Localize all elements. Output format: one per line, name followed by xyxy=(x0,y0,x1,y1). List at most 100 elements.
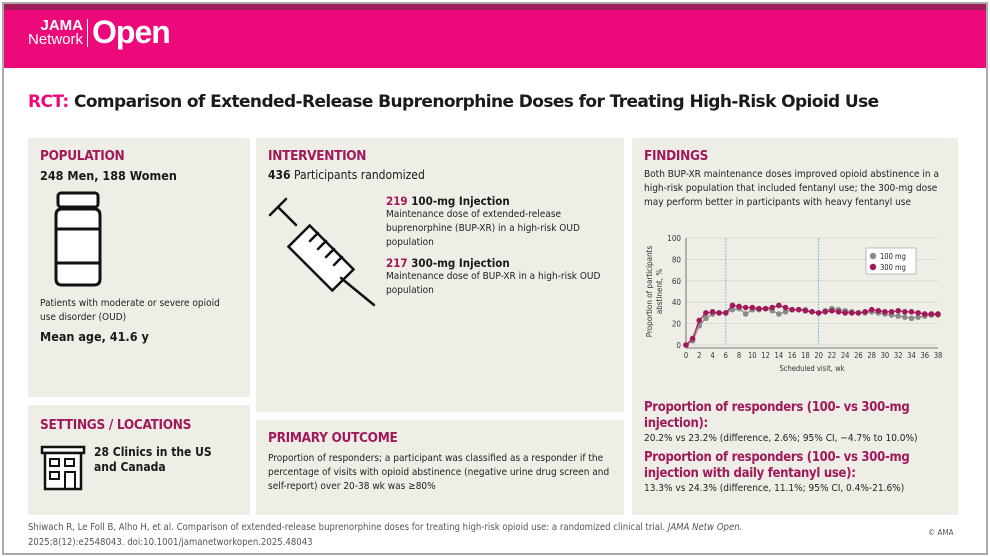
settings-text: 28 Clinics in the US and Canada xyxy=(94,445,212,474)
data-point xyxy=(742,304,749,311)
primary-outcome-text: Proportion of responders; a participant … xyxy=(268,453,610,492)
data-point xyxy=(683,342,689,348)
data-point xyxy=(722,310,729,316)
data-point xyxy=(928,311,935,317)
result-value: 13.3% vs 24.3% (difference, 11.1%; 95% C… xyxy=(644,483,905,494)
top-bar xyxy=(4,4,986,10)
syringe-icon xyxy=(268,197,376,307)
logo-jama: JAMA xyxy=(40,16,84,34)
data-point xyxy=(895,307,902,314)
population-panel: POPULATION 248 Men, 188 Women Patients w… xyxy=(28,138,250,397)
header xyxy=(4,10,986,68)
x-tick-label: 36 xyxy=(920,351,929,360)
x-tick-label: 32 xyxy=(894,351,903,360)
title-text: Comparison of Extended-Release Buprenorp… xyxy=(73,92,879,112)
data-point xyxy=(696,317,703,324)
result-value: 20.2% vs 23.2% (difference, 2.6%; 95% CI… xyxy=(644,433,918,444)
population-age: Mean age, 41.6 y xyxy=(40,329,149,344)
data-point xyxy=(736,303,742,310)
arm-description: Maintenance dose of BUP-XR in a high-ris… xyxy=(386,271,601,296)
x-tick-label: 16 xyxy=(788,351,797,360)
data-point xyxy=(902,314,908,320)
logo-network: Network xyxy=(28,30,84,48)
data-point xyxy=(782,309,789,315)
y-tick-label: 20 xyxy=(672,320,682,329)
building-icon xyxy=(40,445,86,491)
primary-outcome-heading: PRIMARY OUTCOME xyxy=(268,430,398,446)
data-point xyxy=(762,305,769,312)
x-tick-label: 22 xyxy=(828,351,837,360)
settings-heading: SETTINGS / LOCATIONS xyxy=(40,417,192,433)
legend-label: 100 mg xyxy=(880,252,906,261)
data-point xyxy=(703,310,709,316)
arm-n: 217 xyxy=(386,256,408,270)
jama-network-open-logo: JAMA Network Open xyxy=(28,14,171,51)
y-tick-label: 0 xyxy=(676,341,681,350)
intervention-arms: 219 100-mg Injection Maintenance dose of… xyxy=(386,194,611,298)
citation-ref: 2025;8(12):e2548043. doi:10.1001/jamanet… xyxy=(28,537,313,548)
arm-description: Maintenance dose of extended-release bup… xyxy=(386,209,580,248)
intervention-heading: INTERVENTION xyxy=(268,148,367,164)
population-description: Patients with moderate or severe opioid … xyxy=(40,298,220,323)
intervention-total-label: Participants randomized xyxy=(293,168,425,182)
data-point xyxy=(729,306,736,313)
data-point xyxy=(915,310,921,316)
findings-panel: FINDINGS Both BUP-XR maintenance doses i… xyxy=(632,138,958,515)
x-tick-label: 12 xyxy=(761,351,770,360)
x-axis-label: Scheduled visit, wk xyxy=(779,364,844,373)
data-point xyxy=(709,309,716,315)
data-point xyxy=(875,307,882,314)
data-point xyxy=(882,309,888,315)
y-tick-label: 40 xyxy=(672,298,682,307)
data-point xyxy=(822,309,829,315)
x-tick-label: 28 xyxy=(867,351,876,360)
x-tick-label: 20 xyxy=(814,351,823,360)
x-tick-label: 30 xyxy=(881,351,890,360)
copyright: © AMA xyxy=(928,528,954,537)
arm-label: 100-mg Injection xyxy=(411,194,510,208)
legend-marker xyxy=(869,263,877,271)
x-tick-label: 10 xyxy=(748,351,757,360)
data-point xyxy=(789,306,795,313)
x-tick-label: 6 xyxy=(724,351,728,360)
pill-bottle-icon xyxy=(54,191,102,287)
x-tick-label: 34 xyxy=(907,351,916,360)
data-point xyxy=(835,309,842,315)
title-prefix: RCT: xyxy=(28,92,69,112)
findings-results: Proportion of responders (100- vs 300-mg… xyxy=(644,400,949,496)
y-tick-label: 80 xyxy=(672,255,682,264)
data-point xyxy=(829,307,835,314)
data-point xyxy=(888,309,895,315)
data-point xyxy=(815,310,822,316)
x-tick-label: 38 xyxy=(934,351,943,360)
data-point xyxy=(756,305,762,312)
data-point xyxy=(842,310,848,316)
population-counts: 248 Men, 188 Women xyxy=(40,168,177,183)
x-tick-label: 26 xyxy=(854,351,863,360)
settings-panel: SETTINGS / LOCATIONS 28 Clinics in the U… xyxy=(28,405,250,515)
data-point xyxy=(782,304,789,311)
findings-heading: FINDINGS xyxy=(644,148,709,164)
x-tick-label: 24 xyxy=(841,351,850,360)
intervention-total: 436 xyxy=(268,168,291,182)
data-point xyxy=(749,304,756,311)
y-axis-label: abstinent, % xyxy=(655,269,664,314)
x-tick-label: 8 xyxy=(737,351,741,360)
data-point xyxy=(769,304,776,311)
result-label: Proportion of responders (100- vs 300-mg… xyxy=(644,450,910,481)
arm-n: 219 xyxy=(386,194,408,208)
data-point xyxy=(862,309,868,315)
intervention-panel: INTERVENTION 436 Participants randomized… xyxy=(256,138,624,412)
data-point xyxy=(868,306,875,313)
legend-marker xyxy=(869,252,877,260)
arm-100mg: 219 100-mg Injection Maintenance dose of… xyxy=(386,194,611,250)
data-point xyxy=(921,311,928,317)
data-point xyxy=(809,309,815,315)
population-heading: POPULATION xyxy=(40,148,125,164)
y-axis-label: Proportion of participants xyxy=(645,246,654,338)
data-point xyxy=(902,309,908,315)
x-tick-label: 4 xyxy=(710,351,714,360)
x-tick-label: 14 xyxy=(775,351,784,360)
